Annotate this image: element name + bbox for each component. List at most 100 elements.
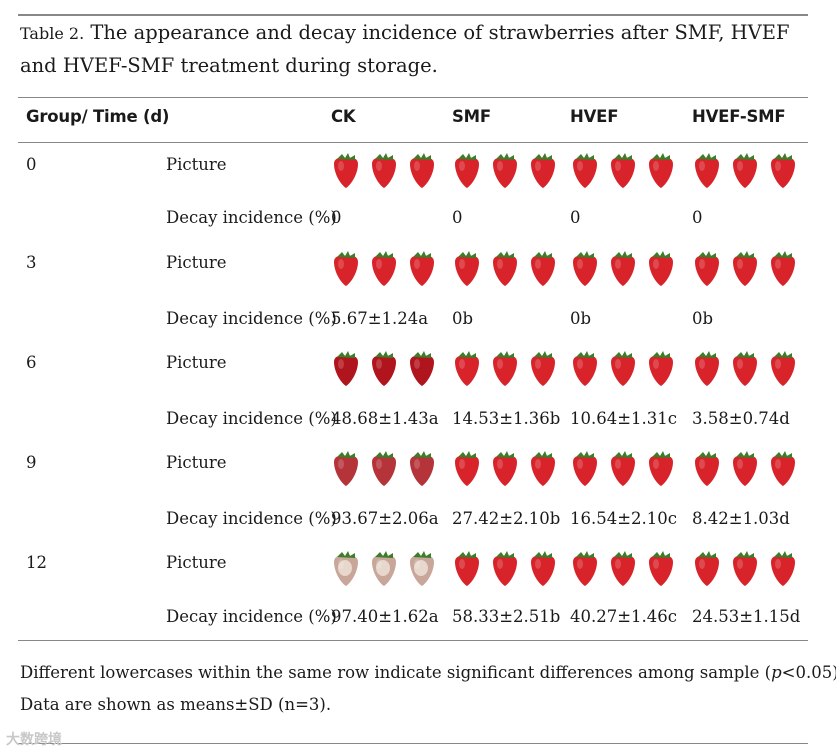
strawberry-icon (768, 450, 798, 488)
footnote-significance-pre: Different lowercases within the same row… (20, 663, 772, 682)
footnote-significance-post: <0.05). (781, 663, 836, 682)
decay-value-hvef: 10.64±1.31c (570, 409, 678, 428)
strawberry-icon (692, 152, 722, 190)
strawberry-photo-ck (331, 250, 437, 288)
strawberry-icon (730, 450, 760, 488)
caption-label: Table 2. (20, 24, 85, 43)
table-bottom-rule (18, 640, 808, 642)
header-ck: CK (331, 107, 356, 126)
strawberry-icon (452, 350, 482, 388)
strawberry-icon (369, 250, 399, 288)
strawberry-icon (528, 250, 558, 288)
strawberry-icon (570, 350, 600, 388)
strawberry-icon (331, 250, 361, 288)
decay-value-ck: 48.68±1.43a (331, 409, 439, 428)
decay-label: Decay incidence (%) (166, 607, 337, 626)
row-time: 9 (26, 453, 37, 472)
header-top-rule (18, 97, 808, 99)
row-time: 12 (26, 553, 47, 572)
strawberry-icon (528, 350, 558, 388)
strawberry-icon (730, 350, 760, 388)
decay-value-hvef: 16.54±2.10c (570, 509, 678, 528)
strawberry-icon (768, 250, 798, 288)
bottom-rule (18, 743, 808, 745)
decay-value-ck: 0 (331, 208, 342, 227)
strawberry-icon (528, 152, 558, 190)
strawberry-icon (570, 550, 600, 588)
decay-value-hvef-smf: 24.53±1.15d (692, 607, 801, 626)
decay-value-hvef: 0b (570, 309, 592, 328)
strawberry-photo-hvef (570, 152, 676, 190)
strawberry-icon (608, 550, 638, 588)
strawberry-icon (730, 250, 760, 288)
strawberry-icon (490, 250, 520, 288)
strawberry-icon (452, 250, 482, 288)
strawberry-photo-hvef-smf (692, 450, 798, 488)
strawberry-icon (692, 250, 722, 288)
strawberry-icon (407, 152, 437, 190)
strawberry-icon (570, 450, 600, 488)
strawberry-icon (646, 550, 676, 588)
strawberry-icon (490, 350, 520, 388)
strawberry-icon (490, 152, 520, 190)
strawberry-icon (528, 450, 558, 488)
strawberry-photo-hvef-smf (692, 350, 798, 388)
header-smf: SMF (452, 107, 491, 126)
picture-label: Picture (166, 253, 227, 272)
decay-value-ck: 97.40±1.62a (331, 607, 439, 626)
strawberry-photo-smf (452, 550, 558, 588)
strawberry-icon (768, 550, 798, 588)
decay-value-smf: 0b (452, 309, 474, 328)
decay-value-smf: 14.53±1.36b (452, 409, 561, 428)
decay-value-ck: 93.67±2.06a (331, 509, 439, 528)
strawberry-icon (331, 450, 361, 488)
decay-value-smf: 0 (452, 208, 463, 227)
strawberry-photo-hvef (570, 450, 676, 488)
strawberry-icon (452, 550, 482, 588)
decay-value-smf: 58.33±2.51b (452, 607, 561, 626)
strawberry-icon (331, 350, 361, 388)
decay-value-smf: 27.42±2.10b (452, 509, 561, 528)
strawberry-photo-ck (331, 450, 437, 488)
strawberry-icon (490, 450, 520, 488)
decay-value-hvef-smf: 0 (692, 208, 703, 227)
caption-text: The appearance and decay incidence of st… (20, 21, 790, 77)
row-time: 6 (26, 353, 37, 372)
strawberry-icon (646, 250, 676, 288)
strawberry-photo-ck (331, 152, 437, 190)
row-time: 3 (26, 253, 37, 272)
strawberry-icon (369, 152, 399, 190)
decay-label: Decay incidence (%) (166, 309, 337, 328)
picture-label: Picture (166, 353, 227, 372)
row-time: 0 (26, 155, 37, 174)
strawberry-icon (692, 350, 722, 388)
strawberry-icon (369, 350, 399, 388)
strawberry-icon (407, 250, 437, 288)
strawberry-photo-hvef (570, 550, 676, 588)
header-bottom-rule (18, 142, 808, 143)
strawberry-icon (608, 450, 638, 488)
header-hvef: HVEF (570, 107, 619, 126)
watermark: 大数跨境 (6, 732, 62, 748)
strawberry-icon (646, 152, 676, 190)
strawberry-photo-hvef-smf (692, 152, 798, 190)
strawberry-icon (646, 450, 676, 488)
strawberry-icon (369, 450, 399, 488)
strawberry-icon (608, 350, 638, 388)
strawberry-photo-smf (452, 450, 558, 488)
strawberry-icon (692, 550, 722, 588)
strawberry-icon (608, 152, 638, 190)
strawberry-icon (407, 450, 437, 488)
header-group-time: Group/ Time (d) (26, 107, 170, 126)
strawberry-icon (407, 550, 437, 588)
decay-value-hvef-smf: 0b (692, 309, 714, 328)
decay-label: Decay incidence (%) (166, 509, 337, 528)
strawberry-icon (528, 550, 558, 588)
picture-label: Picture (166, 155, 227, 174)
strawberry-icon (608, 250, 638, 288)
picture-label: Picture (166, 553, 227, 572)
strawberry-photo-smf (452, 152, 558, 190)
footnote-p-symbol: p (771, 663, 782, 682)
picture-label: Picture (166, 453, 227, 472)
strawberry-photo-hvef-smf (692, 250, 798, 288)
